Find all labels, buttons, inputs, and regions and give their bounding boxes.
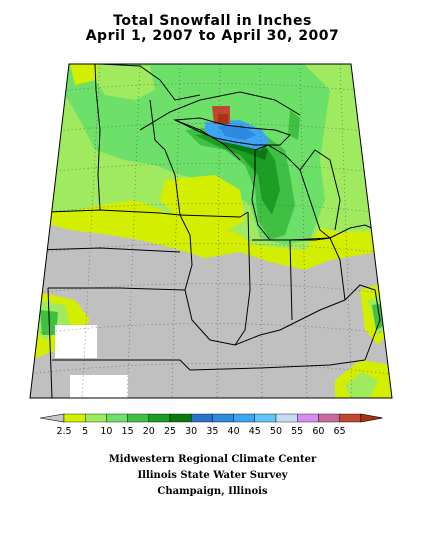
legend-label: 20 [143,426,155,437]
legend-swatch [127,413,149,423]
credit-survey: Illinois State Water Survey [137,470,288,481]
legend-label: 35 [206,426,218,437]
legend-swatch [190,413,213,423]
snowfall-field [30,64,392,398]
legend-swatch [339,413,362,423]
legend-swatch [297,413,319,423]
legend-swatch [106,413,128,423]
legend-swatch [275,413,298,423]
legend-swatch [84,413,107,423]
legend-swatch [148,413,171,423]
legend-swatch [63,413,86,423]
legend-swatch [318,413,340,423]
snow-zone-15-east [288,110,300,140]
credit-center: Midwestern Regional Climate Center [108,454,317,465]
snow-zone-35 [218,125,256,140]
state-boundaries [31,64,381,398]
map-frame [29,63,393,399]
legend-swatch [254,413,277,423]
snow-zone-5-mn [95,64,155,100]
snow-zone-high [218,114,228,124]
credit-location: Champaign, Illinois [157,486,268,497]
legend-arrow-low [39,413,65,423]
snow-zone-5-se [345,372,378,398]
legend-label: 30 [185,426,197,437]
legend-swatch [169,413,192,423]
map-date-range: April 1, 2007 to April 30, 2007 [85,28,340,44]
legend-swatch [212,413,234,423]
legend-label: 65 [334,426,346,437]
missing-data-box [70,375,128,398]
legend-label: 5 [82,426,88,437]
legend-label: 45 [249,426,261,437]
lat-lon-grid [30,64,392,398]
legend-label: 25 [164,426,176,437]
legend-label: 50 [270,426,282,437]
missing-data-box [55,325,97,358]
legend-label: 55 [291,426,303,437]
map-title: Total Snowfall in Inches [113,13,312,29]
legend-arrow-high [360,413,383,423]
legend-label: 2.5 [56,426,71,437]
legend-label: 15 [122,426,134,437]
legend-swatch [233,413,256,423]
legend-label: 60 [312,426,324,437]
legend: 2.5 5 10 15 20 25 30 35 40 45 50 55 60 65 [39,413,383,437]
snow-zone-2-5-mn [70,64,98,85]
legend-label: 10 [100,426,112,437]
legend-label: 40 [228,426,240,437]
